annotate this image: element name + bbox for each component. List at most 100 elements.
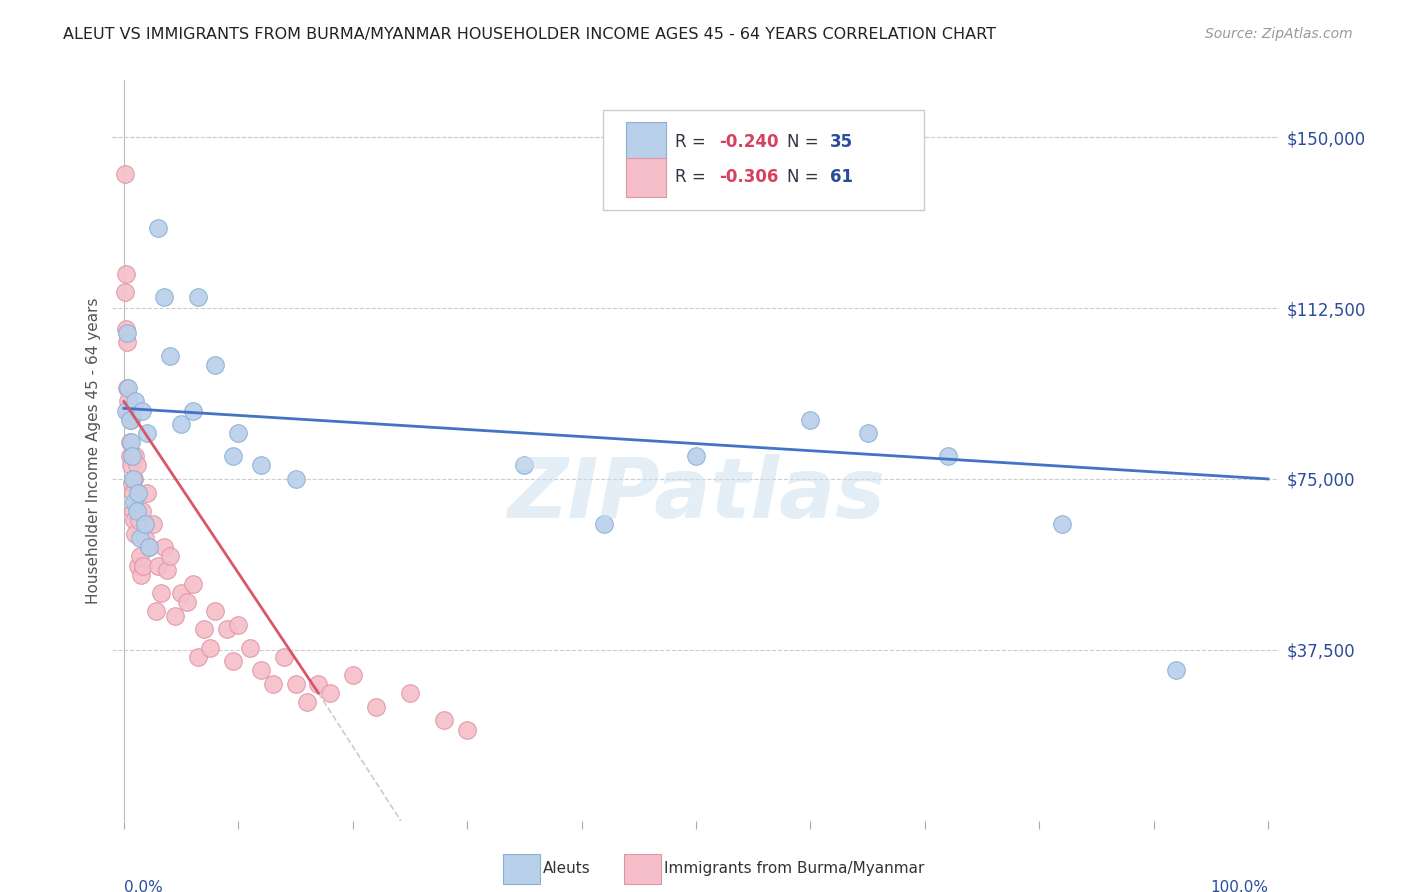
Point xyxy=(118,435,141,450)
Point xyxy=(118,413,141,427)
Point xyxy=(456,723,478,737)
Point xyxy=(115,267,138,281)
Point xyxy=(115,403,138,417)
Point xyxy=(170,417,193,432)
Point xyxy=(120,435,142,450)
Point xyxy=(1166,663,1188,677)
Point xyxy=(181,403,204,417)
Text: Aleuts: Aleuts xyxy=(543,862,591,876)
Point xyxy=(131,403,153,417)
Point xyxy=(1050,517,1073,532)
Point xyxy=(187,290,209,304)
Point xyxy=(153,541,176,555)
Y-axis label: Householder Income Ages 45 - 64 years: Householder Income Ages 45 - 64 years xyxy=(86,297,101,604)
Point xyxy=(117,381,139,395)
Point xyxy=(124,449,146,463)
Point xyxy=(129,531,152,545)
Text: -0.240: -0.240 xyxy=(720,133,779,151)
Point xyxy=(399,686,422,700)
Point xyxy=(165,608,187,623)
Text: Immigrants from Burma/Myanmar: Immigrants from Burma/Myanmar xyxy=(664,862,924,876)
Point xyxy=(135,485,157,500)
Point xyxy=(145,604,167,618)
Point xyxy=(187,649,209,664)
Point xyxy=(262,677,284,691)
Point xyxy=(121,476,143,491)
Point xyxy=(193,622,215,636)
Point xyxy=(117,403,139,417)
Text: N =: N = xyxy=(787,133,824,151)
Text: 35: 35 xyxy=(830,133,853,151)
Point xyxy=(122,472,145,486)
Point xyxy=(148,221,170,235)
Point xyxy=(307,677,329,691)
Point xyxy=(120,458,142,473)
Text: ZIPatlas: ZIPatlas xyxy=(508,454,884,535)
Point xyxy=(117,381,139,395)
Point xyxy=(129,549,152,564)
Point xyxy=(319,686,342,700)
Point xyxy=(181,576,204,591)
Point xyxy=(117,335,139,350)
FancyBboxPatch shape xyxy=(603,110,924,210)
Point xyxy=(141,517,163,532)
Point xyxy=(134,531,156,545)
Point xyxy=(115,321,138,335)
Text: 61: 61 xyxy=(830,169,853,186)
Point xyxy=(342,668,364,682)
Point xyxy=(221,449,243,463)
Text: -0.306: -0.306 xyxy=(720,169,779,186)
Point xyxy=(593,517,616,532)
Point xyxy=(204,604,226,618)
Point xyxy=(215,622,238,636)
Point xyxy=(125,504,148,518)
Point xyxy=(135,426,157,441)
Point xyxy=(159,549,181,564)
Point xyxy=(122,494,145,508)
Point xyxy=(159,349,181,363)
Point xyxy=(114,285,136,300)
Point xyxy=(122,485,145,500)
Point xyxy=(295,695,318,709)
Point xyxy=(153,290,176,304)
Point xyxy=(122,504,145,518)
Text: Source: ZipAtlas.com: Source: ZipAtlas.com xyxy=(1205,27,1353,41)
Point xyxy=(204,358,226,372)
Point xyxy=(134,517,156,532)
Point xyxy=(128,513,150,527)
Point xyxy=(129,567,152,582)
Point xyxy=(132,558,155,573)
Point xyxy=(120,413,142,427)
Point xyxy=(127,485,149,500)
Point xyxy=(685,449,707,463)
Point xyxy=(114,167,136,181)
Point xyxy=(121,408,143,422)
Point xyxy=(273,649,295,664)
Point xyxy=(117,326,139,340)
Point xyxy=(228,426,250,441)
Point xyxy=(122,472,145,486)
Point xyxy=(250,663,273,677)
Text: 100.0%: 100.0% xyxy=(1211,880,1268,892)
Point xyxy=(284,677,307,691)
Point xyxy=(124,394,146,409)
Point xyxy=(149,586,172,600)
Point xyxy=(228,617,250,632)
Text: R =: R = xyxy=(675,133,711,151)
Point xyxy=(138,541,160,555)
Point xyxy=(856,426,879,441)
Point xyxy=(170,586,193,600)
Point xyxy=(239,640,262,655)
Point xyxy=(364,699,387,714)
Point xyxy=(148,558,170,573)
Point xyxy=(284,472,307,486)
Point xyxy=(138,541,160,555)
Point xyxy=(433,714,456,728)
Text: ALEUT VS IMMIGRANTS FROM BURMA/MYANMAR HOUSEHOLDER INCOME AGES 45 - 64 YEARS COR: ALEUT VS IMMIGRANTS FROM BURMA/MYANMAR H… xyxy=(63,27,997,42)
Point xyxy=(131,504,153,518)
Point xyxy=(118,449,141,463)
Point xyxy=(198,640,221,655)
Point xyxy=(125,458,148,473)
Point xyxy=(221,654,243,668)
Point xyxy=(127,558,149,573)
